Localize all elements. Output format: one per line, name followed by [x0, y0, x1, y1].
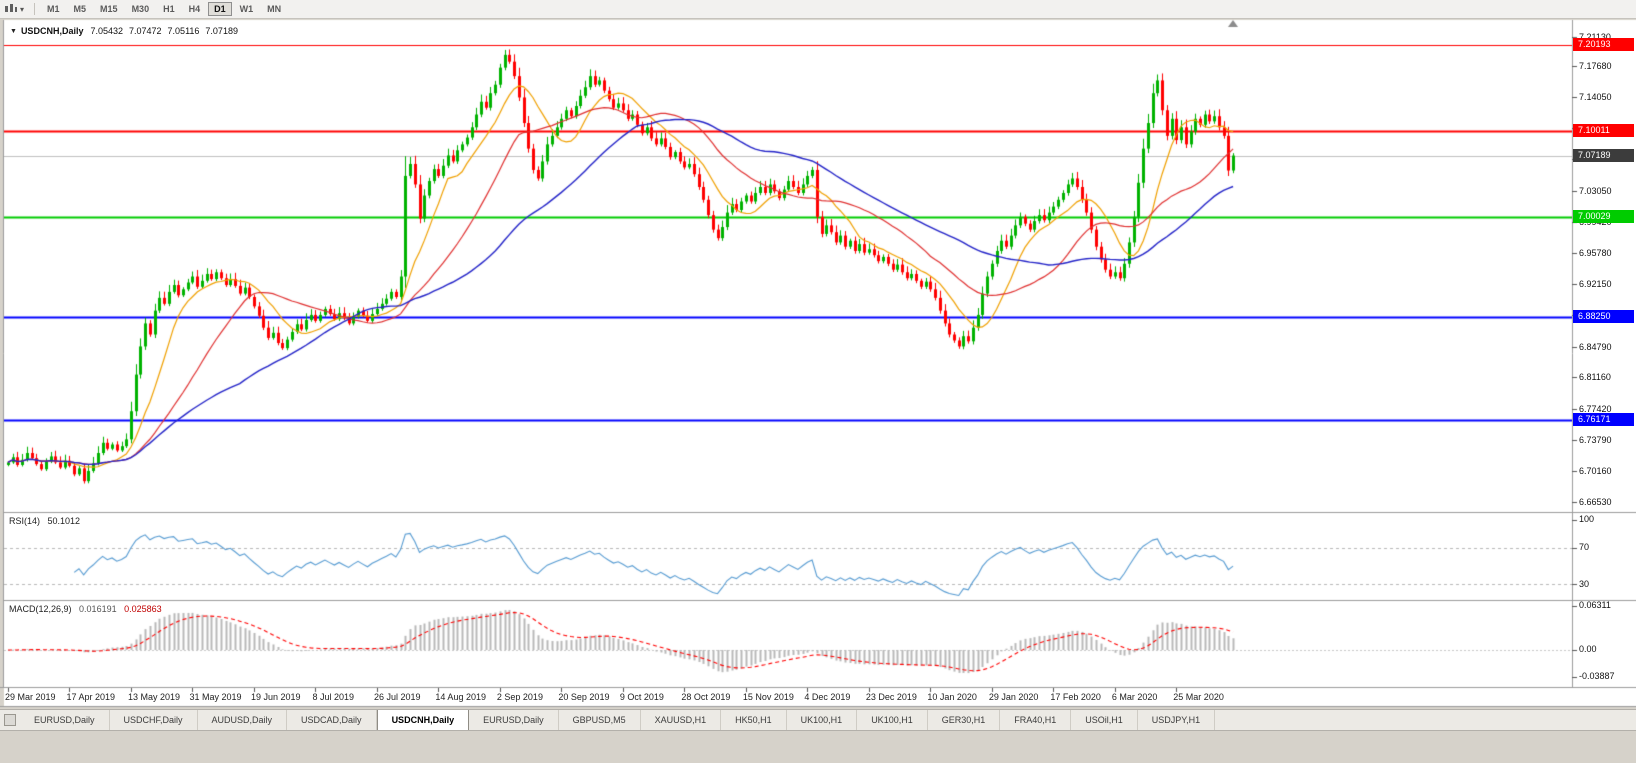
macd-name: MACD(12,26,9) — [9, 604, 72, 614]
symbol-tab-usoil-h1[interactable]: USOil,H1 — [1071, 710, 1138, 730]
hline-price-badge: 7.00029 — [1573, 209, 1634, 223]
chart-collapse-icon[interactable]: ▼ — [10, 27, 17, 35]
ohlc-low: 7.05116 — [167, 26, 200, 36]
timeframe-button-m15[interactable]: M15 — [100, 4, 118, 14]
hline-price-badge: 7.20193 — [1573, 37, 1634, 51]
price-axis-tick: 6.95780 — [1579, 247, 1612, 258]
time-axis-label: 13 May 2019 — [127, 692, 181, 702]
time-axis-label: 9 Oct 2019 — [619, 692, 664, 702]
symbol-tab-usdcnh-daily[interactable]: USDCNH,Daily — [376, 710, 470, 730]
rsi-indicator-label: RSI(14) 50.1012 — [9, 516, 80, 526]
symbol-tab-usdcad-daily[interactable]: USDCAD,Daily — [287, 710, 377, 730]
chart-symbol: USDCNH,Daily — [20, 26, 84, 36]
macd-signal-value: 0.025863 — [124, 604, 162, 614]
price-axis-tick: 6.73790 — [1579, 435, 1612, 446]
timeframe-buttons: M1 M5 M15 M30 H1 H4 D1 W1 MN — [41, 2, 289, 16]
time-axis-label: 15 Nov 2019 — [742, 692, 794, 702]
time-axis-label: 29 Jan 2020 — [988, 692, 1039, 702]
price-axis-tick: 7.17680 — [1579, 61, 1612, 72]
symbol-tab-usdjpy-h1[interactable]: USDJPY,H1 — [1138, 710, 1216, 730]
rsi-name: RSI(14) — [9, 516, 41, 526]
time-axis-label: 25 Mar 2020 — [1173, 692, 1224, 702]
time-axis-label: 6 Mar 2020 — [1111, 692, 1158, 702]
time-axis-label: 19 Jun 2019 — [250, 692, 301, 702]
toolbar-separator — [34, 3, 36, 15]
current-price-badge: 7.07189 — [1573, 148, 1634, 162]
time-axis-label: 10 Jan 2020 — [927, 692, 977, 702]
hline-price-badge: 7.10011 — [1573, 124, 1634, 138]
time-axis-label: 2 Sep 2019 — [496, 692, 543, 702]
symbol-tab-fra40-h1[interactable]: FRA40,H1 — [1000, 710, 1072, 730]
macd-axis-max: 0.06311 — [1579, 600, 1611, 610]
time-axis-label: 31 May 2019 — [189, 692, 242, 702]
rsi-level-30: 30 — [1579, 579, 1590, 589]
macd-indicator-label: MACD(12,26,9) 0.016191 0.025863 — [9, 604, 162, 614]
tab-bar-icon — [4, 714, 16, 726]
timeframe-button-m5[interactable]: M5 — [73, 4, 87, 14]
status-bar — [0, 731, 1636, 763]
symbol-tab-uk100-h1[interactable]: UK100,H1 — [787, 710, 858, 730]
time-axis-label: 29 Mar 2019 — [5, 692, 56, 702]
price-axis-tick: 6.66530 — [1579, 497, 1612, 508]
symbol-tab-xauusd-h1[interactable]: XAUUSD,H1 — [641, 710, 722, 730]
timeframe-button-m30[interactable]: M30 — [131, 4, 150, 14]
chart-type-icon[interactable] — [4, 3, 18, 15]
time-axis-label: 14 Aug 2019 — [435, 692, 486, 702]
ohlc-high: 7.07472 — [129, 26, 162, 36]
price-axis-tick: 7.21130 — [1579, 32, 1611, 42]
timeframe-button-w1[interactable]: W1 — [239, 4, 254, 14]
price-axis-tick: 6.77420 — [1579, 404, 1612, 415]
timeframe-button-mn[interactable]: MN — [267, 4, 282, 14]
time-axis-label: 28 Oct 2019 — [681, 692, 731, 702]
symbol-tab-uk100-h1[interactable]: UK100,H1 — [857, 710, 928, 730]
symbol-tab-hk50-h1[interactable]: HK50,H1 — [721, 710, 787, 730]
rsi-level-100: 100 — [1579, 514, 1595, 524]
time-axis-label: 4 Dec 2019 — [804, 692, 851, 702]
price-axis-tick: 6.84790 — [1579, 341, 1612, 352]
price-axis-tick: 6.70160 — [1579, 466, 1612, 477]
macd-value: 0.016191 — [79, 604, 117, 614]
timeframe-button-h1[interactable]: H1 — [163, 4, 175, 14]
timeframe-toolbar: ▾ M1 M5 M15 M30 H1 H4 D1 W1 MN — [0, 0, 1636, 19]
chart-tabs-bar: EURUSD,Daily USDCHF,Daily AUDUSD,Daily USDC… — [0, 709, 1636, 731]
price-axis-tick: 6.92150 — [1579, 278, 1612, 289]
symbol-tab-usdchf-daily[interactable]: USDCHF,Daily — [110, 710, 198, 730]
ohlc-open: 7.05432 — [90, 26, 123, 36]
chart-type-dropdown-icon[interactable]: ▾ — [20, 4, 25, 14]
time-axis-label: 26 Jul 2019 — [373, 692, 421, 702]
time-axis-label: 17 Apr 2019 — [66, 692, 116, 702]
macd-axis-zero: 0.00 — [1579, 644, 1597, 654]
symbol-tab-eurusd-daily[interactable]: EURUSD,Daily — [20, 710, 110, 730]
symbol-tab-audusd-daily[interactable]: AUDUSD,Daily — [198, 710, 288, 730]
symbol-tab-eurusd-daily[interactable]: EURUSD,Daily — [469, 710, 559, 730]
timeframe-button-d1[interactable]: D1 — [208, 2, 232, 16]
hline-price-badge: 6.76171 — [1573, 413, 1634, 427]
time-axis-label: 17 Feb 2020 — [1050, 692, 1101, 702]
hline-price-badge: 6.88250 — [1573, 310, 1634, 324]
rsi-level-70: 70 — [1579, 542, 1590, 552]
symbol-tab-gbpusd-m5[interactable]: GBPUSD,M5 — [559, 710, 641, 730]
symbol-tab-ger30-h1[interactable]: GER30,H1 — [928, 710, 1001, 730]
symbol-tabs: EURUSD,Daily USDCHF,Daily AUDUSD,Daily USDC… — [20, 710, 1216, 730]
macd-axis-min: -0.03887 — [1579, 671, 1615, 681]
time-axis-label: 23 Dec 2019 — [865, 692, 917, 702]
chart-title: ▼ USDCNH,Daily 7.05432 7.07472 7.05116 7… — [10, 26, 244, 36]
timeframe-button-m1[interactable]: M1 — [47, 4, 60, 14]
timeframe-button-h4[interactable]: H4 — [188, 4, 201, 14]
price-axis-tick: 6.81160 — [1579, 372, 1611, 383]
price-axis-tick: 7.03050 — [1579, 185, 1612, 196]
ohlc-close: 7.07189 — [205, 26, 238, 36]
time-axis-label: 8 Jul 2019 — [312, 692, 354, 702]
time-axis-label: 20 Sep 2019 — [558, 692, 610, 702]
rsi-value: 50.1012 — [47, 516, 81, 526]
price-axis-tick: 7.14050 — [1579, 92, 1612, 103]
